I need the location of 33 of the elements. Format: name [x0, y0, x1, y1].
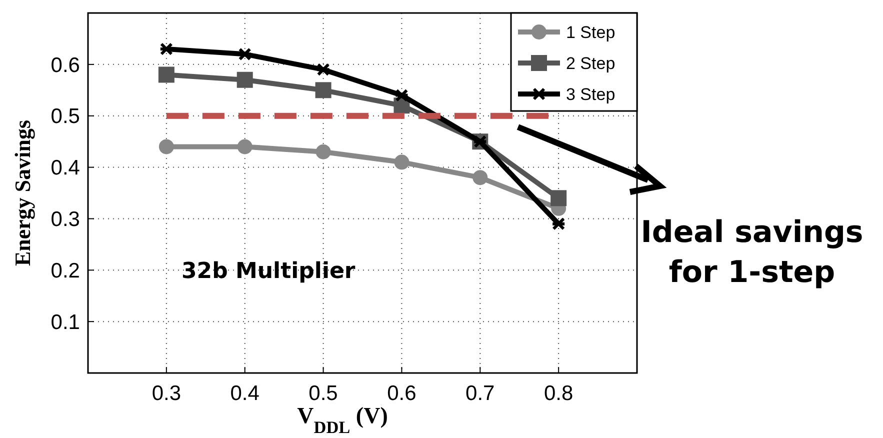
point: [316, 144, 331, 160]
point: [237, 48, 252, 61]
point: [472, 170, 488, 186]
annotation: 32b Multiplier: [181, 258, 356, 284]
y-tick-label: 0.6: [50, 54, 80, 77]
text: Ideal savings for 1-step: [640, 215, 864, 290]
legend-label: 2 Step: [566, 54, 616, 73]
point: [315, 82, 332, 98]
point: [551, 217, 566, 230]
x-tick-label: 0.7: [466, 382, 495, 405]
point: [236, 72, 253, 88]
x-tick-label: 0.8: [544, 382, 574, 405]
point: [316, 63, 331, 76]
point: [550, 190, 567, 206]
y-tick-label: 0.4: [50, 156, 80, 180]
point: [158, 66, 174, 83]
point: [394, 88, 410, 102]
x-tick-label: 0.6: [387, 382, 416, 405]
point: [237, 139, 252, 154]
legend-label: 3 Step: [566, 84, 616, 104]
x-tick-label: 0.3: [152, 382, 182, 405]
y-tick-label: 0.1: [50, 310, 80, 334]
point: [158, 42, 174, 56]
legend-label: 1 Step: [566, 22, 616, 42]
point: [158, 139, 174, 154]
y-tick-label: 0.3: [50, 208, 80, 232]
y-axis-title: Energy Savings: [10, 120, 35, 266]
x-tick-label: 0.5: [308, 382, 338, 405]
x-tick-label: 0.4: [230, 382, 260, 405]
y-tick-label: 0.5: [50, 105, 80, 128]
x-axis-title: V$_{DDL}$ (V): [297, 403, 388, 436]
y-tick-label: 0.2: [50, 259, 80, 282]
point: [394, 154, 410, 170]
